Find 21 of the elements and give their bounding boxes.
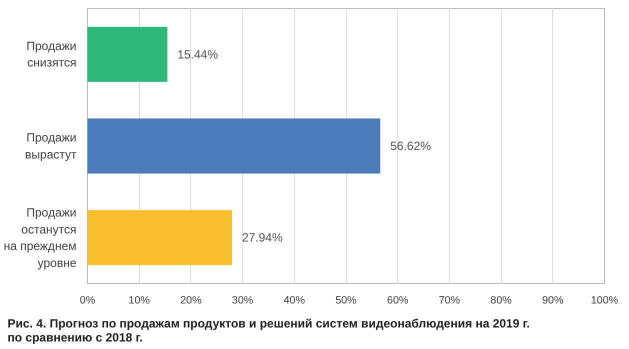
x-tick-label: 40% [284,294,306,306]
x-tick-label: 70% [438,294,461,306]
x-tick-label: 80% [490,294,512,306]
x-tick-label: 30% [232,294,254,306]
x-tick-label: 90% [542,294,564,306]
x-tick-label: 10% [128,294,150,306]
y-tick-label: Продажи вырастут [25,130,78,162]
bar [88,210,232,266]
text: Рис. 4. Прогноз по продажам продуктов и решений систем видеонаблюдения на 2019 г. по сравнению с 2018 г. [8,316,530,344]
x-tick-label: 20% [180,294,202,306]
x-tick-label: 60% [387,294,409,306]
bar [88,118,380,174]
data-label: 56.62% [390,139,432,153]
bar [88,26,168,82]
x-tick-label: 0% [80,294,96,306]
data-label: 27.94% [242,230,283,245]
data-label: 15.44% [177,47,218,62]
y-tick-label: Продажи снизятся [26,38,77,70]
x-tick-label: 100% [590,294,619,306]
y-tick-label: Продажи останутся на прежднем уровне [4,205,77,270]
x-tick-label: 50% [335,294,358,306]
